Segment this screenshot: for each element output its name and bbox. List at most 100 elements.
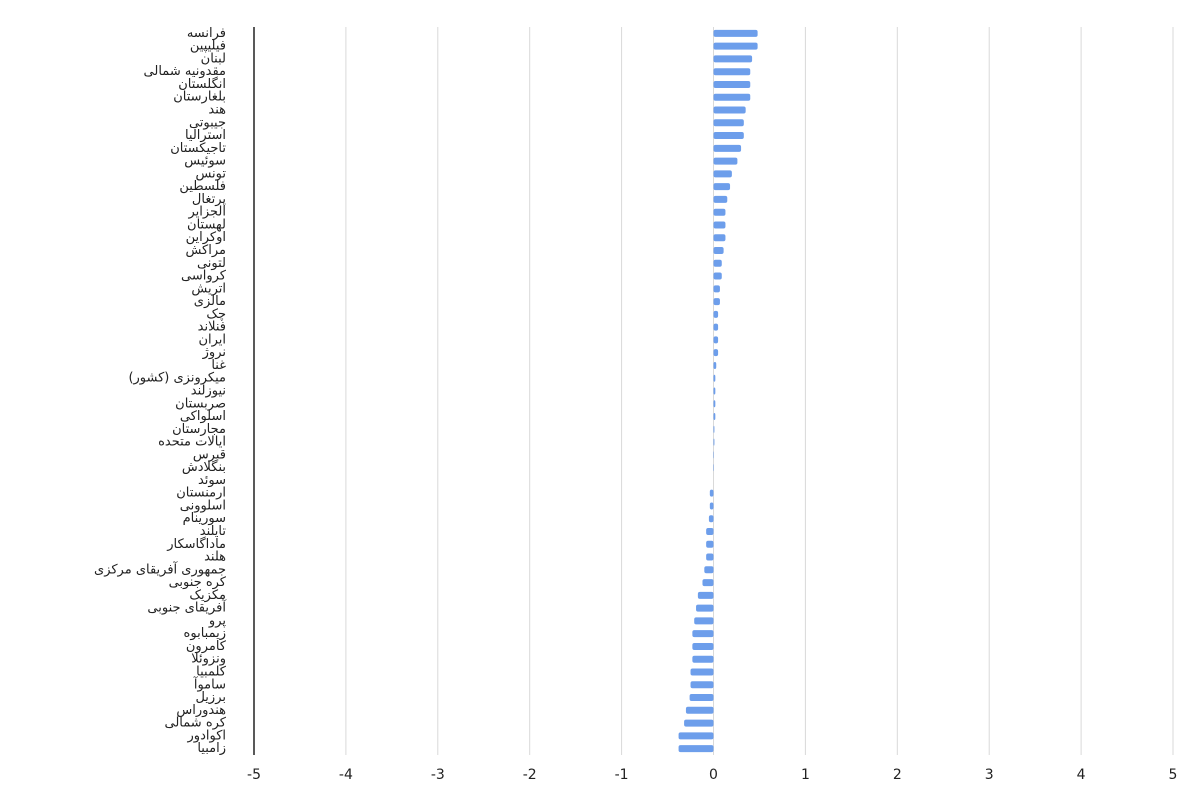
bar: [713, 336, 719, 344]
bar: [713, 157, 738, 165]
bar: [713, 387, 716, 395]
bar: [713, 144, 742, 152]
y-tick-label: صربستان: [175, 396, 226, 411]
y-tick-label: لهستان: [187, 217, 226, 232]
y-tick-label: فیلیپین: [190, 39, 226, 54]
x-tick-label: -5: [247, 767, 261, 783]
y-tick-label: سوئد: [198, 473, 226, 488]
y-tick-label: پرو: [208, 613, 226, 628]
y-tick-label: برزیل: [195, 690, 226, 705]
y-tick-label: ونزوئلا: [191, 652, 226, 667]
bar: [704, 566, 714, 574]
y-tick-label: ارمنستان: [176, 486, 226, 501]
y-tick-label: کرواسی: [181, 269, 227, 284]
bar: [713, 438, 715, 446]
bar: [713, 29, 758, 37]
y-tick-label: کره شمالی: [165, 716, 227, 731]
bar: [713, 119, 744, 127]
y-tick-label: کره جنوبی: [169, 575, 227, 590]
bar: [713, 374, 716, 382]
y-tick-label: زامبیا: [197, 741, 226, 756]
y-tick-label: اسلواکی: [180, 409, 226, 424]
x-tick-label: -3: [431, 767, 445, 783]
bar: [692, 642, 714, 650]
x-tick-label: -1: [615, 767, 629, 783]
y-tick-label: لتونی: [197, 256, 226, 271]
y-tick-label: پرتغال: [192, 192, 226, 207]
bar: [702, 579, 714, 587]
y-tick-label: اسلوونی: [180, 498, 226, 513]
bar: [713, 259, 722, 267]
y-tick-label: جیبوتی: [189, 115, 226, 130]
bar: [706, 540, 714, 548]
x-tick-label: 0: [709, 767, 718, 783]
y-tick-label: بلغارستان: [173, 90, 226, 105]
x-tick-label: 5: [1169, 767, 1178, 783]
y-tick-label: ایالات متحده: [158, 435, 226, 450]
bar: [713, 68, 751, 76]
bar: [713, 42, 758, 50]
bar: [713, 55, 753, 63]
y-tick-label: فنلاند: [198, 320, 226, 335]
x-tick-label: 1: [801, 767, 810, 783]
y-tick-label: اوکراین: [186, 230, 226, 245]
y-tick-label: مجارستان: [172, 422, 226, 437]
y-tick-label: ماداگاسکار: [166, 536, 226, 552]
x-tick-label: 2: [893, 767, 902, 783]
y-tick-label: کامرون: [186, 639, 227, 654]
y-tick-label: فرانسه: [187, 26, 226, 41]
bar: [709, 489, 714, 497]
bar: [713, 221, 726, 229]
y-tick-label: آفریقای جنوبی: [147, 599, 227, 616]
y-tick-label: تونس: [195, 166, 226, 181]
y-tick-label: سوئیس: [184, 154, 226, 169]
bar: [713, 234, 726, 242]
y-tick-label: بنگلادش: [182, 459, 226, 475]
y-tick-label: غنا: [211, 358, 226, 373]
y-tick-label: میکرونزی (کشور): [128, 371, 226, 386]
bar: [706, 553, 714, 561]
bar: [696, 604, 714, 612]
bar: [692, 655, 714, 663]
bar: [708, 515, 714, 523]
y-tick-label: سورینام: [183, 511, 226, 526]
bar: [713, 208, 726, 216]
bar: [689, 694, 714, 702]
y-tick-label: کلمبیا: [196, 664, 227, 679]
bar: [678, 745, 714, 753]
bar: [713, 413, 716, 421]
bar: [685, 706, 714, 714]
y-tick-label: لبنان: [201, 51, 226, 66]
bar: [706, 527, 714, 535]
y-tick-label: تایلند: [200, 524, 227, 539]
x-tick-label: 3: [985, 767, 994, 783]
y-tick-label: هند: [208, 103, 226, 118]
y-tick-label: هلند: [204, 550, 226, 565]
y-tick-label: نیوزلند: [191, 384, 226, 399]
bar: [697, 591, 714, 599]
bar: [713, 93, 751, 101]
bar: [713, 106, 746, 114]
y-tick-label: ایران: [198, 332, 226, 347]
bar: [709, 502, 714, 510]
y-tick-label: هندوراس: [176, 703, 226, 718]
bar: [713, 80, 751, 88]
bar: [713, 170, 732, 178]
bar: [690, 681, 714, 689]
bar: [713, 361, 717, 369]
bar: [684, 719, 714, 727]
bar: [713, 425, 715, 433]
x-tick-label: -2: [523, 767, 537, 783]
x-tick-label: -4: [339, 767, 353, 783]
bar: [713, 310, 719, 318]
x-tick-label: 4: [1077, 767, 1086, 783]
bar: [713, 285, 720, 293]
y-tick-label: استرالیا: [185, 128, 226, 143]
bar: [694, 617, 714, 625]
bar: [713, 272, 722, 280]
y-tick-label: فلسطین: [179, 179, 226, 194]
y-tick-label: ساموآ: [193, 675, 226, 692]
y-tick-label: اتریش: [191, 281, 226, 296]
y-tick-label: زیمبابوه: [184, 626, 226, 641]
